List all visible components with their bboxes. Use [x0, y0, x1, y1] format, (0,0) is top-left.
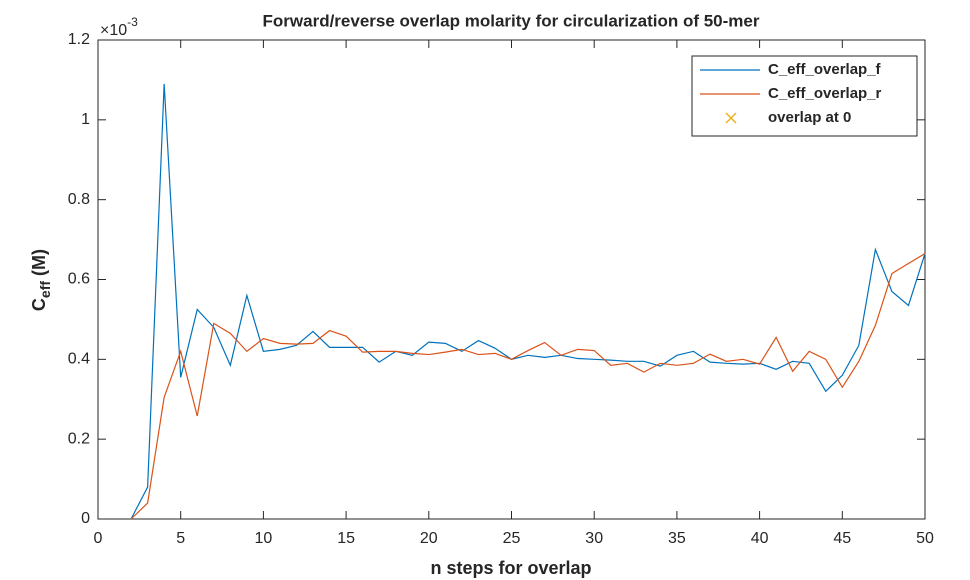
y-tick-label: 0 — [81, 510, 90, 527]
legend-label: C_eff_overlap_f — [768, 61, 882, 78]
x-tick-label: 0 — [94, 530, 103, 547]
x-tick-label: 50 — [916, 530, 934, 547]
y-label-main: C — [29, 298, 49, 311]
y-tick-label: 0.8 — [68, 191, 90, 208]
legend-label: overlap at 0 — [768, 109, 851, 126]
legend-marker — [725, 112, 737, 124]
x-tick-label: 40 — [751, 530, 769, 547]
y-label-unit: (M) — [29, 249, 49, 276]
y-label-sub: eff — [37, 281, 53, 298]
legend-label: C_eff_overlap_r — [768, 85, 882, 102]
x-tick-label: 35 — [668, 530, 686, 547]
y-tick-label: 0.4 — [68, 351, 90, 368]
y-axis-label: Ceff (M) — [29, 249, 53, 311]
x-tick-label: 30 — [585, 530, 603, 547]
x-tick-label: 10 — [255, 530, 273, 547]
x-tick-label: 5 — [176, 530, 185, 547]
x-axis-label: n steps for overlap — [430, 558, 591, 578]
x-tick-label: 45 — [833, 530, 851, 547]
y-tick-label: 1.2 — [68, 31, 90, 48]
y-tick-label: 0.6 — [68, 271, 90, 288]
y-tick-label: 1 — [81, 111, 90, 128]
data-line — [130, 83, 926, 520]
y-tick-label: 0.2 — [68, 430, 90, 447]
x-tick-label: 15 — [337, 530, 355, 547]
chart-title: Forward/reverse overlap molarity for cir… — [263, 11, 760, 30]
y-multiplier: ×10-3 — [100, 15, 138, 39]
y-multiplier-exponent: -3 — [127, 15, 138, 29]
x-tick-label: 25 — [503, 530, 521, 547]
x-tick-label: 20 — [420, 530, 438, 547]
legend-box — [691, 55, 918, 137]
data-line — [130, 253, 926, 520]
y-multiplier-base: ×10 — [100, 22, 127, 39]
